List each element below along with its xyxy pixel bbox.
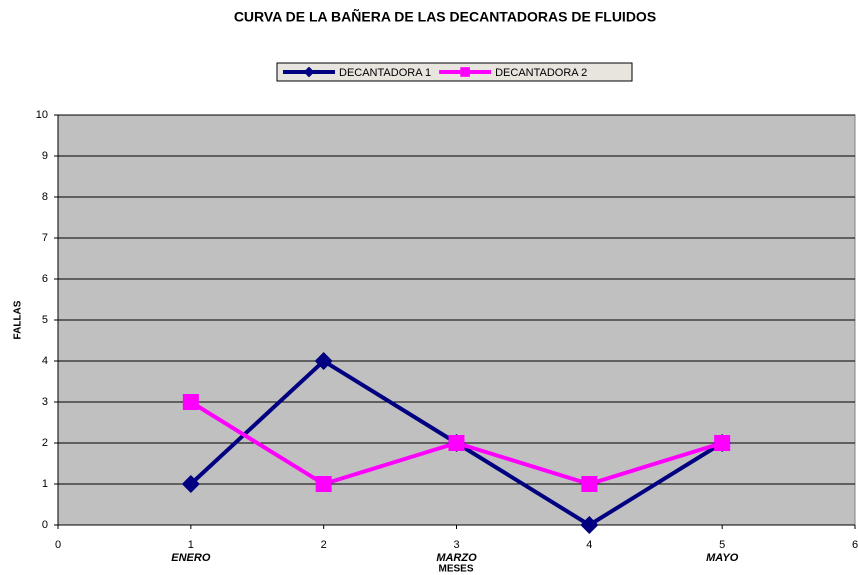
x-axis-label: MESES	[438, 564, 473, 575]
y-tick-label: 8	[42, 191, 48, 203]
x-tick-label: 4	[586, 539, 592, 551]
y-tick-label: 0	[42, 519, 48, 531]
marker	[182, 394, 199, 410]
legend-label: DECANTADORA 1	[339, 67, 431, 79]
marker	[314, 352, 333, 370]
marker	[714, 435, 731, 451]
x-tick-label: 1	[188, 539, 194, 551]
month-label: MAYO	[706, 552, 739, 564]
chart-title: CURVA DE LA BAÑERA DE LAS DECANTADORAS D…	[234, 8, 656, 25]
y-tick-label: 5	[42, 314, 48, 326]
x-tick-label: 6	[852, 539, 858, 551]
marker	[581, 476, 598, 492]
marker	[448, 435, 465, 451]
y-tick-label: 9	[42, 150, 48, 162]
y-tick-label: 10	[36, 109, 48, 121]
x-tick-label: 5	[719, 539, 725, 551]
legend-label: DECANTADORA 2	[495, 67, 587, 79]
y-tick-label: 3	[42, 396, 48, 408]
y-axis-label: FALLAS	[13, 300, 24, 339]
marker	[181, 475, 200, 493]
x-tick-label: 3	[453, 539, 459, 551]
month-label: ENERO	[171, 552, 211, 564]
marker	[315, 476, 332, 492]
x-tick-label: 2	[321, 539, 327, 551]
y-tick-label: 7	[42, 232, 48, 244]
x-tick-label: 0	[55, 539, 61, 551]
y-tick-label: 4	[42, 355, 48, 367]
y-tick-label: 2	[42, 437, 48, 449]
y-tick-label: 1	[42, 478, 48, 490]
month-label: MARZO	[436, 552, 477, 564]
y-tick-label: 6	[42, 273, 48, 285]
marker	[580, 516, 599, 534]
marker	[460, 67, 470, 77]
